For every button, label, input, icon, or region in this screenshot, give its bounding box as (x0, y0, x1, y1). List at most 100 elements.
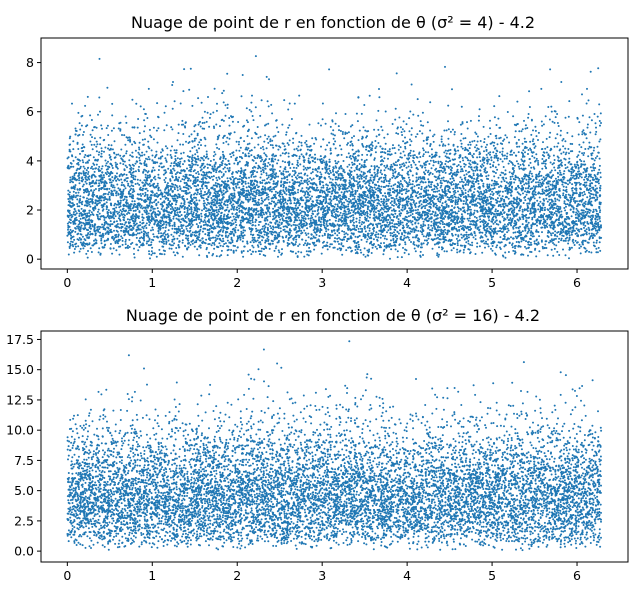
scatter-points (66, 55, 603, 260)
data-point (293, 148, 296, 151)
data-point (566, 203, 569, 206)
data-point (110, 228, 112, 231)
data-point (493, 180, 496, 182)
data-point (414, 250, 417, 253)
data-point (460, 178, 463, 181)
data-point (456, 203, 459, 205)
data-point (553, 159, 556, 161)
data-point (546, 218, 549, 221)
data-point (212, 158, 215, 161)
data-point (193, 145, 196, 148)
data-point (583, 226, 585, 229)
data-point (431, 153, 433, 156)
data-point (588, 145, 591, 148)
data-point (320, 252, 323, 255)
data-point (412, 150, 415, 153)
data-point (509, 175, 512, 178)
data-point (153, 207, 156, 210)
data-point (407, 165, 410, 168)
data-point (555, 244, 558, 247)
data-point (171, 84, 174, 86)
data-point (181, 233, 184, 236)
data-point (586, 126, 589, 129)
data-point (151, 238, 154, 241)
data-point (145, 227, 148, 229)
data-point (308, 145, 311, 148)
data-point (434, 206, 437, 209)
data-point (246, 135, 249, 138)
data-point (129, 209, 132, 212)
data-point (504, 256, 507, 259)
data-point (199, 159, 202, 162)
data-point (208, 116, 211, 119)
data-point (579, 182, 582, 185)
data-point (448, 181, 451, 184)
data-point (513, 151, 515, 154)
data-point (570, 215, 573, 218)
data-point (398, 174, 401, 176)
data-point (564, 116, 567, 119)
data-point (542, 204, 545, 207)
data-point (150, 253, 153, 256)
data-point (433, 198, 436, 200)
data-point (295, 241, 297, 243)
data-point (211, 199, 214, 202)
data-point (544, 160, 547, 163)
data-point (489, 119, 491, 122)
data-point (545, 247, 548, 249)
data-point (599, 209, 602, 212)
data-point (396, 164, 398, 167)
data-point (392, 144, 394, 147)
data-point (552, 154, 555, 157)
data-point (403, 251, 406, 254)
data-point (545, 151, 548, 154)
data-point (508, 141, 511, 144)
data-point (101, 223, 104, 226)
data-point (517, 165, 520, 168)
data-point (534, 248, 536, 251)
data-point (449, 148, 452, 151)
data-point (85, 161, 87, 164)
data-point (536, 224, 538, 227)
data-point (390, 200, 393, 203)
data-point (125, 202, 128, 205)
data-point (404, 192, 407, 195)
data-point (399, 152, 402, 155)
data-point (278, 251, 281, 254)
data-point (482, 182, 485, 185)
data-point (128, 209, 131, 212)
data-point (336, 230, 339, 233)
data-point (546, 146, 549, 149)
data-point (257, 143, 260, 146)
data-point (176, 189, 179, 192)
data-point (431, 227, 434, 230)
data-point (108, 195, 111, 198)
data-point (465, 235, 468, 238)
data-point (306, 196, 309, 199)
data-point (173, 231, 176, 234)
data-point (331, 212, 334, 215)
data-point (95, 163, 98, 166)
data-point (509, 178, 512, 181)
data-point (585, 228, 588, 231)
data-point (598, 103, 601, 106)
data-point (411, 223, 414, 226)
data-point (180, 157, 183, 160)
data-point (277, 175, 280, 178)
data-point (329, 149, 332, 152)
data-point (528, 90, 531, 93)
data-point (310, 178, 313, 181)
data-point (587, 155, 590, 158)
data-point (380, 198, 383, 201)
data-point (598, 157, 601, 160)
data-point (147, 145, 150, 148)
data-point (453, 243, 456, 245)
data-point (349, 237, 352, 240)
data-point (282, 202, 285, 205)
data-point (74, 156, 77, 159)
data-point (496, 168, 499, 171)
data-point (287, 237, 290, 240)
data-point (195, 223, 198, 226)
data-point (575, 211, 578, 214)
data-point (196, 191, 199, 194)
